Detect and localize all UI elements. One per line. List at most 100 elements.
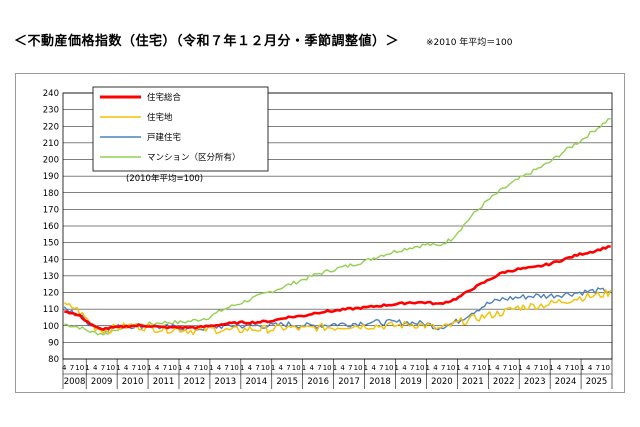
- year-label-2020: 2020: [431, 377, 453, 387]
- year-label-2016: 2016: [307, 377, 329, 387]
- month-tick-label: 7: [441, 364, 445, 372]
- series-line-1: [63, 289, 612, 336]
- month-tick-label: 4: [124, 364, 129, 372]
- month-tick-label: 7: [534, 364, 538, 372]
- month-tick-label: 10: [323, 364, 332, 372]
- month-tick-label: 1: [364, 364, 368, 372]
- month-tick-label: 1: [518, 364, 522, 372]
- month-tick-label: 4: [433, 364, 438, 372]
- month-tick-label: 7: [472, 364, 476, 372]
- month-tick-label: 1: [116, 364, 120, 372]
- month-tick-label: 4: [62, 364, 67, 372]
- year-label-2019: 2019: [400, 377, 422, 387]
- year-label-2014: 2014: [245, 377, 267, 387]
- month-tick-label: 7: [348, 364, 352, 372]
- year-label-2009: 2009: [91, 377, 113, 387]
- month-tick-label: 10: [106, 364, 115, 372]
- year-label-2012: 2012: [184, 377, 206, 387]
- month-tick-label: 7: [132, 364, 136, 372]
- year-label-2025: 2025: [586, 377, 608, 387]
- month-tick-label: 4: [309, 364, 314, 372]
- month-tick-label: 1: [549, 364, 553, 372]
- month-tick-label: 10: [570, 364, 579, 372]
- month-tick-label: 10: [292, 364, 301, 372]
- month-tick-label: 7: [379, 364, 383, 372]
- month-tick-label: 4: [402, 364, 407, 372]
- base-note: ※2010 年平均＝100: [426, 38, 513, 48]
- month-tick-label: 1: [178, 364, 182, 372]
- month-tick-label: 1: [456, 364, 460, 372]
- month-tick-label: 1: [85, 364, 89, 372]
- legend-label-1: 住宅地: [147, 112, 173, 123]
- y-tick-label-140: 140: [43, 255, 59, 265]
- month-tick-label: 10: [416, 364, 425, 372]
- month-tick-label: 4: [155, 364, 160, 372]
- year-label-2022: 2022: [493, 377, 515, 387]
- month-tick-label: 7: [224, 364, 228, 372]
- month-tick-label: 10: [601, 364, 610, 372]
- month-tick-label: 10: [446, 364, 455, 372]
- month-tick-label: 4: [186, 364, 191, 372]
- month-tick-label: 10: [261, 364, 270, 372]
- month-tick-label: 4: [526, 364, 531, 372]
- year-label-2018: 2018: [369, 377, 391, 387]
- year-label-2010: 2010: [122, 377, 144, 387]
- month-tick-label: 10: [539, 364, 548, 372]
- legend-label-3: マンション（区分所有）: [147, 152, 241, 163]
- month-tick-label: 1: [302, 364, 306, 372]
- month-tick-label: 4: [371, 364, 376, 372]
- y-tick-label-210: 210: [43, 139, 59, 149]
- y-tick-label-120: 120: [43, 289, 59, 299]
- month-tick-label: 4: [248, 364, 253, 372]
- month-tick-label: 7: [163, 364, 167, 372]
- month-tick-label: 10: [75, 364, 84, 372]
- y-tick-label-80: 80: [48, 355, 59, 365]
- y-tick-label-230: 230: [43, 106, 59, 116]
- month-tick-label: 1: [271, 364, 275, 372]
- year-label-2017: 2017: [338, 377, 360, 387]
- y-tick-label-100: 100: [43, 322, 59, 332]
- month-tick-label: 4: [217, 364, 222, 372]
- month-tick-label: 4: [279, 364, 284, 372]
- month-tick-label: 7: [255, 364, 259, 372]
- y-tick-label-110: 110: [43, 305, 59, 315]
- page-title: ＜不動産価格指数（住宅）（令和７年１２月分・季節調整値）＞: [14, 34, 400, 49]
- month-tick-label: 1: [395, 364, 399, 372]
- month-tick-label: 4: [588, 364, 593, 372]
- chart-base-note: (2010年平均=100): [126, 173, 203, 184]
- month-tick-label: 7: [317, 364, 321, 372]
- month-tick-label: 10: [477, 364, 486, 372]
- month-tick-label: 10: [354, 364, 363, 372]
- month-tick-label: 7: [503, 364, 507, 372]
- y-tick-label-130: 130: [43, 272, 59, 282]
- month-tick-label: 10: [168, 364, 177, 372]
- year-label-2015: 2015: [276, 377, 298, 387]
- y-tick-label-220: 220: [43, 122, 59, 132]
- month-tick-label: 7: [101, 364, 105, 372]
- chart-frame: 80 90 100 110 120 130 140 150 160 170 180 190 200 210…: [15, 73, 625, 393]
- series-layer: [63, 118, 612, 336]
- month-tick-label: 7: [194, 364, 198, 372]
- year-label-2013: 2013: [215, 377, 237, 387]
- y-tick-label-190: 190: [43, 172, 59, 182]
- month-tick-label: 4: [340, 364, 345, 372]
- y-tick-label-240: 240: [43, 89, 59, 99]
- y-tick-label-200: 200: [43, 156, 59, 166]
- y-tick-label-180: 180: [43, 189, 59, 199]
- y-tick-label-90: 90: [48, 338, 59, 348]
- legend-label-2: 戸建住宅: [147, 132, 181, 143]
- year-label-2011: 2011: [153, 377, 175, 387]
- month-tick-label: 10: [230, 364, 239, 372]
- year-label-2021: 2021: [462, 377, 484, 387]
- year-label-2008: 2008: [64, 377, 86, 387]
- month-tick-label: 4: [464, 364, 469, 372]
- series-line-0: [64, 245, 611, 331]
- month-tick-label: 10: [385, 364, 394, 372]
- month-tick-label: 10: [508, 364, 517, 372]
- month-tick-label: 1: [209, 364, 213, 372]
- y-tick-label-170: 170: [43, 205, 59, 215]
- month-tick-label: 1: [425, 364, 429, 372]
- month-tick-label: 7: [596, 364, 600, 372]
- month-tick-label: 1: [580, 364, 584, 372]
